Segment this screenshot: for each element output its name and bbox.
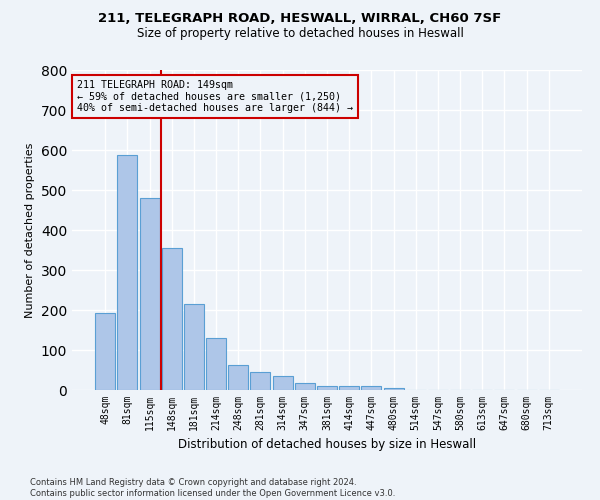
Bar bbox=[118, 155, 137, 390]
Bar bbox=[272, 376, 293, 390]
Bar bbox=[228, 365, 248, 390]
X-axis label: Distribution of detached houses by size in Heswall: Distribution of detached houses by size … bbox=[178, 438, 476, 452]
Bar bbox=[295, 383, 315, 390]
Bar bbox=[95, 313, 115, 390]
Bar bbox=[184, 304, 204, 390]
Text: Contains HM Land Registry data © Crown copyright and database right 2024.
Contai: Contains HM Land Registry data © Crown c… bbox=[30, 478, 395, 498]
Bar bbox=[339, 386, 359, 390]
Text: 211, TELEGRAPH ROAD, HESWALL, WIRRAL, CH60 7SF: 211, TELEGRAPH ROAD, HESWALL, WIRRAL, CH… bbox=[98, 12, 502, 26]
Text: 211 TELEGRAPH ROAD: 149sqm
← 59% of detached houses are smaller (1,250)
40% of s: 211 TELEGRAPH ROAD: 149sqm ← 59% of deta… bbox=[77, 80, 353, 113]
Bar bbox=[162, 248, 182, 390]
Bar bbox=[250, 372, 271, 390]
Text: Size of property relative to detached houses in Heswall: Size of property relative to detached ho… bbox=[137, 28, 463, 40]
Bar bbox=[361, 386, 382, 390]
Bar bbox=[383, 388, 404, 390]
Bar bbox=[140, 198, 160, 390]
Bar bbox=[317, 386, 337, 390]
Y-axis label: Number of detached properties: Number of detached properties bbox=[25, 142, 35, 318]
Bar bbox=[206, 338, 226, 390]
